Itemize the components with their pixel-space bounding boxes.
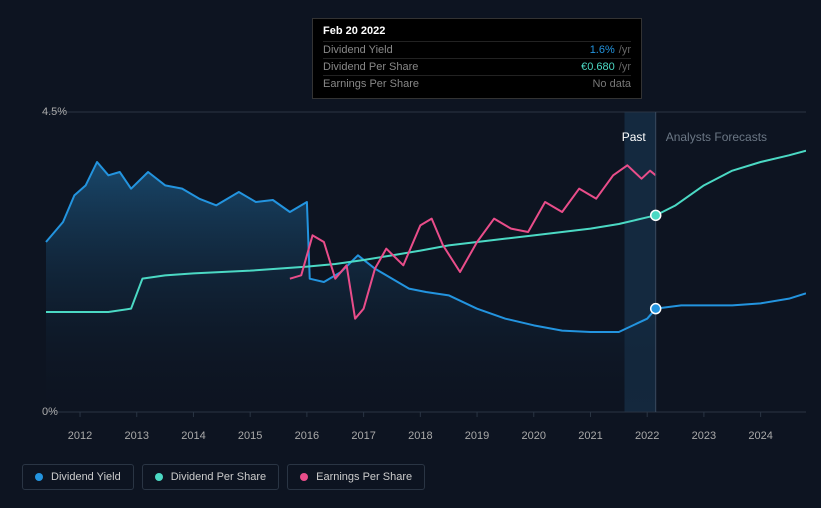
- tooltip-row-label: Dividend Yield: [323, 44, 393, 56]
- x-axis-label: 2016: [295, 430, 319, 442]
- x-axis-label: 2017: [351, 430, 375, 442]
- chart-tooltip: Feb 20 2022 Dividend Yield1.6%/yrDividen…: [312, 18, 642, 99]
- tooltip-row-value: €0.680/yr: [581, 61, 631, 73]
- tooltip-row: Dividend Per Share €0.680/yr: [323, 58, 631, 75]
- tooltip-row: Dividend Yield 1.6%/yr: [323, 41, 631, 58]
- x-axis-label: 2021: [578, 430, 602, 442]
- x-axis-label: 2024: [748, 430, 772, 442]
- section-label-past: Past: [622, 130, 646, 144]
- tooltip-row: Earnings Per Share No data: [323, 75, 631, 92]
- tooltip-row-label: Earnings Per Share: [323, 78, 419, 90]
- x-axis-label: 2022: [635, 430, 659, 442]
- y-axis-label: 0%: [42, 406, 54, 418]
- chart-area[interactable]: 4.5% 0%: [16, 100, 806, 425]
- line-chart-svg: [16, 100, 806, 420]
- x-axis-label: 2019: [465, 430, 489, 442]
- legend-dot-icon: [155, 473, 163, 481]
- x-axis-label: 2020: [522, 430, 546, 442]
- legend-dot-icon: [300, 473, 308, 481]
- y-axis-label: 4.5%: [42, 106, 54, 118]
- tooltip-date: Feb 20 2022: [323, 25, 631, 37]
- tooltip-row-value: 1.6%/yr: [590, 44, 631, 56]
- tooltip-row-label: Dividend Per Share: [323, 61, 418, 73]
- legend-item[interactable]: Dividend Per Share: [142, 464, 279, 490]
- legend-dot-icon: [35, 473, 43, 481]
- x-axis-label: 2018: [408, 430, 432, 442]
- x-axis-labels: 2012 2013 2014 2015 2016 2017 2018 2019 2020 2021…: [16, 430, 806, 446]
- x-axis-label: 2014: [181, 430, 205, 442]
- chart-legend: Dividend Yield Dividend Per Share Earnings…: [22, 464, 425, 490]
- x-axis-label: 2013: [124, 430, 148, 442]
- legend-label: Earnings Per Share: [316, 471, 412, 483]
- tooltip-row-value: No data: [592, 78, 631, 90]
- x-axis-label: 2015: [238, 430, 262, 442]
- legend-item[interactable]: Dividend Yield: [22, 464, 134, 490]
- x-axis-label: 2012: [68, 430, 92, 442]
- legend-label: Dividend Per Share: [171, 471, 266, 483]
- legend-label: Dividend Yield: [51, 471, 121, 483]
- section-label-forecast: Analysts Forecasts: [666, 130, 767, 144]
- x-axis-label: 2023: [692, 430, 716, 442]
- legend-item[interactable]: Earnings Per Share: [287, 464, 425, 490]
